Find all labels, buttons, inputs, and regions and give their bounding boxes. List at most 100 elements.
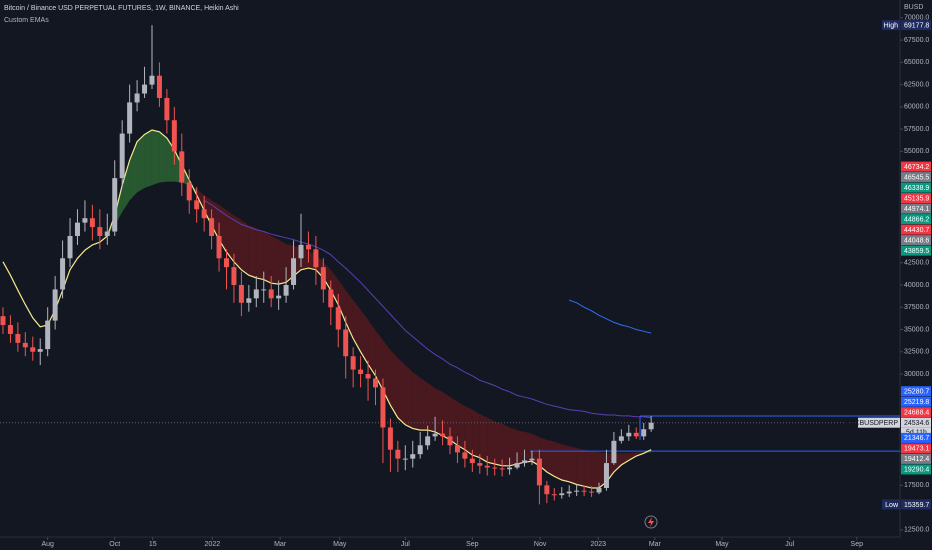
candle-body [603, 463, 609, 489]
ema-ribbon [211, 200, 220, 240]
candle-body [283, 284, 289, 296]
x-tick-label: Sep [466, 541, 479, 548]
candle-body [74, 222, 80, 236]
candle-body [365, 374, 371, 379]
candle-body [104, 231, 110, 236]
ema-ribbon [509, 427, 518, 466]
candle-body [22, 342, 28, 348]
ema-ribbon [353, 300, 361, 352]
candle-body [82, 218, 88, 223]
candle-body [387, 427, 393, 450]
candle-body [574, 490, 580, 492]
price-label: 25280.7 [904, 389, 929, 396]
y-tick-label: 55000.0 [904, 148, 929, 155]
candle-body [305, 244, 311, 250]
price-label-box [901, 432, 931, 443]
candle-body [313, 249, 319, 268]
candle-body [216, 235, 222, 259]
price-label: 44430.7 [904, 227, 929, 234]
price-label: 46734.2 [904, 164, 929, 171]
ema-ribbon [204, 195, 212, 226]
price-label: 19473.1 [904, 446, 929, 453]
ema-ribbon [546, 439, 555, 477]
axes: 70000.0 67500.0 65000.0 62500.0 60000.0 57500… [41, 15, 931, 548]
ema-ribbon [576, 447, 585, 487]
candle-body [276, 295, 282, 299]
price-label-box [901, 407, 931, 418]
ema-ribbon [591, 451, 600, 489]
ema-ribbon [226, 210, 234, 262]
event-bolt [648, 517, 654, 527]
ema-ribbon [368, 319, 376, 376]
candle-body [536, 458, 542, 486]
candle-body [425, 436, 431, 446]
candle-body [484, 465, 490, 468]
x-tick-label: Jul [401, 541, 410, 548]
candle-body [432, 433, 438, 437]
candle-body [261, 289, 267, 291]
price-label: 44048.6 [904, 237, 929, 244]
candle-body [462, 452, 468, 459]
price-label: 24534.6 [904, 420, 929, 427]
ema-ribbon [487, 417, 495, 464]
candle-body [0, 316, 6, 326]
price-label-box [901, 443, 931, 454]
price-label: 69177.8 [904, 22, 929, 29]
ema-ribbon [122, 160, 130, 212]
price-label: 46338.9 [904, 185, 929, 192]
ema-ribbon [554, 441, 562, 481]
price-label-box [901, 396, 931, 407]
ema-ribbon [278, 239, 287, 285]
ema-ribbon [263, 231, 272, 284]
candle-body [559, 493, 565, 496]
candle-body [223, 258, 229, 268]
candle-body [112, 178, 118, 232]
candle-body [268, 289, 274, 299]
ema-ribbon [531, 433, 540, 466]
price-label-box [901, 417, 931, 428]
price-tag-box [858, 417, 900, 428]
candle-body [209, 218, 215, 236]
x-tick-label: Oct [109, 541, 120, 548]
candle-body [611, 440, 617, 464]
candle-body [626, 432, 632, 437]
candle-body [89, 218, 95, 228]
ema-ribbon [524, 431, 532, 463]
y-tick-label: 12500.0 [904, 527, 929, 534]
price-label-box [901, 214, 931, 225]
price-label-box [901, 182, 931, 193]
ema-ribbon [233, 215, 242, 270]
price-label-box [901, 235, 931, 246]
ema-ribbon [196, 189, 205, 211]
y-tick-label: 62500.0 [904, 81, 929, 88]
price-label-box [901, 161, 931, 172]
x-tick-label: Aug [41, 541, 54, 548]
candle-body [335, 307, 341, 330]
candle-body [358, 369, 364, 375]
candle-body [447, 436, 453, 446]
x-tick-label: Nov [534, 541, 547, 548]
price-label: 19290.4 [904, 467, 929, 474]
price-label: 19412.4 [904, 456, 929, 463]
price-tag: BTCBUSDPERP [845, 420, 898, 427]
candle-body [350, 356, 356, 370]
ema-ribbon [457, 401, 465, 450]
candle-body [149, 75, 155, 85]
price-tag-box [882, 499, 900, 510]
ema-line [2, 129, 652, 489]
price-label: 44866.2 [904, 216, 929, 223]
event-icon[interactable] [644, 515, 658, 529]
x-tick-label: Mar [649, 541, 662, 548]
candle-body [648, 422, 654, 430]
candle-body [127, 102, 133, 134]
candle-body [186, 182, 192, 201]
x-tick-label: 15 [149, 541, 157, 548]
price-label-box [901, 193, 931, 204]
price-label-box [901, 172, 931, 183]
y-tick-label: 32500.0 [904, 349, 929, 356]
ema-ribbon [561, 444, 570, 482]
candle-body [492, 467, 498, 469]
price-label: 46545.5 [904, 174, 929, 181]
ema-ribbon [338, 279, 346, 323]
ema-ribbon [137, 134, 145, 193]
